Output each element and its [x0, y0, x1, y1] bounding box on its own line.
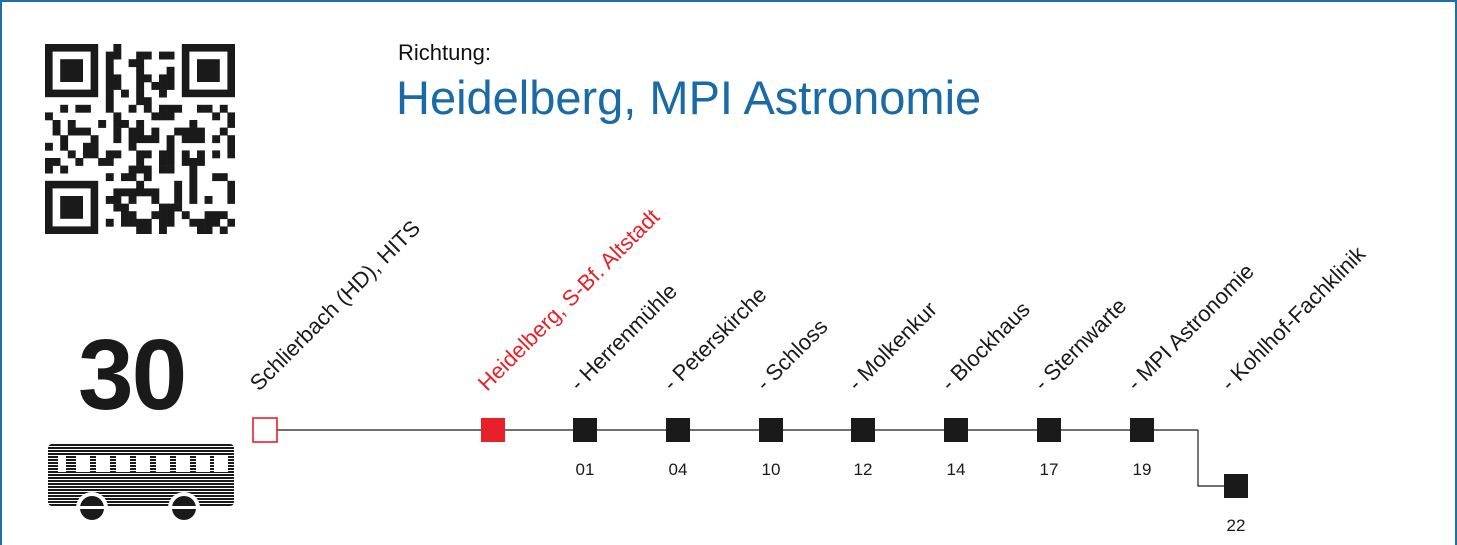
- stop-name: - Schloss: [751, 314, 833, 396]
- stop-marker: [1037, 418, 1061, 442]
- stop-marker: [1224, 474, 1248, 498]
- stop-marker: [944, 418, 968, 442]
- stop-name: Schlierbach (HD), HITS: [245, 215, 425, 395]
- stop-minutes: 17: [1040, 460, 1059, 479]
- stop-name: - Sternwarte: [1029, 293, 1131, 395]
- stop-minutes: 04: [669, 460, 688, 479]
- stop-minutes: 14: [947, 460, 966, 479]
- stop-marker: [252, 417, 278, 443]
- stop-name: - Blockhaus: [936, 297, 1035, 396]
- stop-minutes: 19: [1133, 460, 1152, 479]
- qr-code-icon: [45, 44, 235, 234]
- stop-marker: [666, 418, 690, 442]
- stop-marker: [1130, 418, 1154, 442]
- stop-marker: [759, 418, 783, 442]
- stop-name: Heidelberg, S-Bf. Altstadt: [473, 204, 664, 395]
- stop-minutes: 01: [576, 460, 595, 479]
- stop-marker: [481, 418, 505, 442]
- bus-icon: [48, 444, 234, 524]
- stop-minutes: 22: [1227, 516, 1246, 535]
- line-number: 30: [78, 319, 187, 431]
- stop-minutes: 12: [854, 460, 873, 479]
- direction-label: Richtung:: [398, 40, 491, 65]
- destination-title: Heidelberg, MPI Astronomie: [396, 71, 982, 124]
- stop-minutes: 10: [762, 460, 781, 479]
- route-line-branch: [1197, 430, 1224, 487]
- stop-marker: [851, 418, 875, 442]
- stop-name: - Molkenkur: [843, 297, 942, 396]
- stop-marker: [573, 418, 597, 442]
